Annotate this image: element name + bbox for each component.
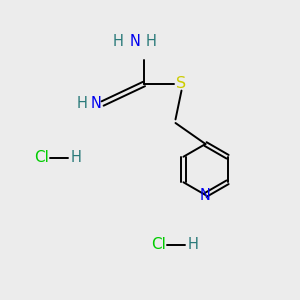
Text: H: H	[187, 237, 198, 252]
Text: S: S	[176, 76, 187, 92]
Text: H: H	[76, 96, 87, 111]
Text: H: H	[146, 34, 157, 50]
Text: N: N	[91, 96, 101, 111]
Text: Cl: Cl	[34, 150, 50, 165]
Text: N: N	[200, 188, 211, 202]
Text: Cl: Cl	[152, 237, 166, 252]
Text: H: H	[113, 34, 124, 50]
Text: H: H	[70, 150, 81, 165]
Text: N: N	[130, 34, 140, 50]
